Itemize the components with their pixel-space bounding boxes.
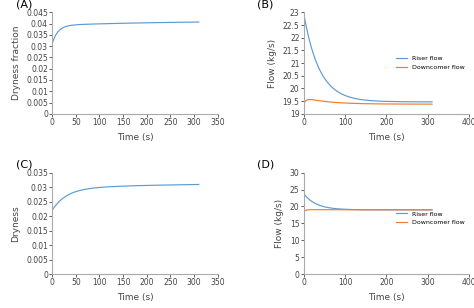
Riser flow [316,203,321,207]
Riser flow [323,79,329,82]
Downcomer flow [323,208,329,212]
Line: Downcomer flow: Downcomer flow [304,210,432,212]
Riser flow [429,100,435,104]
Y-axis label: Flow (kg/s): Flow (kg/s) [268,38,277,87]
Downcomer flow [310,208,316,212]
Riser flow [323,205,329,209]
Line: Riser flow: Riser flow [304,14,432,102]
Y-axis label: Flow (kg/s): Flow (kg/s) [275,199,284,248]
Downcomer flow [316,208,321,212]
Riser flow [427,100,432,104]
Y-axis label: Dryness: Dryness [11,205,20,242]
Downcomer flow [427,102,432,106]
Y-axis label: Dryness fraction: Dryness fraction [11,26,20,100]
X-axis label: Time (s): Time (s) [368,132,405,141]
X-axis label: Time (s): Time (s) [368,293,405,302]
Riser flow [429,208,435,212]
Line: Downcomer flow: Downcomer flow [304,99,432,104]
Downcomer flow [301,210,307,213]
Downcomer flow [413,102,419,106]
Downcomer flow [301,102,307,106]
Text: (D): (D) [257,160,274,170]
Legend: Riser flow, Downcomer flow: Riser flow, Downcomer flow [395,55,466,71]
Riser flow [427,208,432,212]
Downcomer flow [427,208,432,212]
Riser flow [301,12,307,15]
Downcomer flow [316,99,321,103]
Downcomer flow [429,102,435,106]
Riser flow [316,65,321,69]
X-axis label: Time (s): Time (s) [117,293,153,302]
Riser flow [356,208,361,212]
Downcomer flow [429,208,435,212]
Riser flow [350,96,356,100]
Downcomer flow [323,100,329,103]
Riser flow [350,208,356,211]
Text: (B): (B) [257,0,274,9]
Riser flow [413,100,419,104]
Riser flow [413,208,419,212]
Text: (C): (C) [16,160,32,170]
Downcomer flow [350,208,356,212]
Downcomer flow [307,98,313,101]
Downcomer flow [356,102,361,105]
Legend: Riser flow, Downcomer flow: Riser flow, Downcomer flow [395,210,466,227]
Text: (A): (A) [16,0,32,9]
Downcomer flow [356,208,361,212]
Riser flow [356,97,361,101]
Line: Riser flow: Riser flow [304,194,432,210]
X-axis label: Time (s): Time (s) [117,132,153,141]
Downcomer flow [350,102,356,105]
Riser flow [301,192,307,196]
Downcomer flow [413,208,419,212]
